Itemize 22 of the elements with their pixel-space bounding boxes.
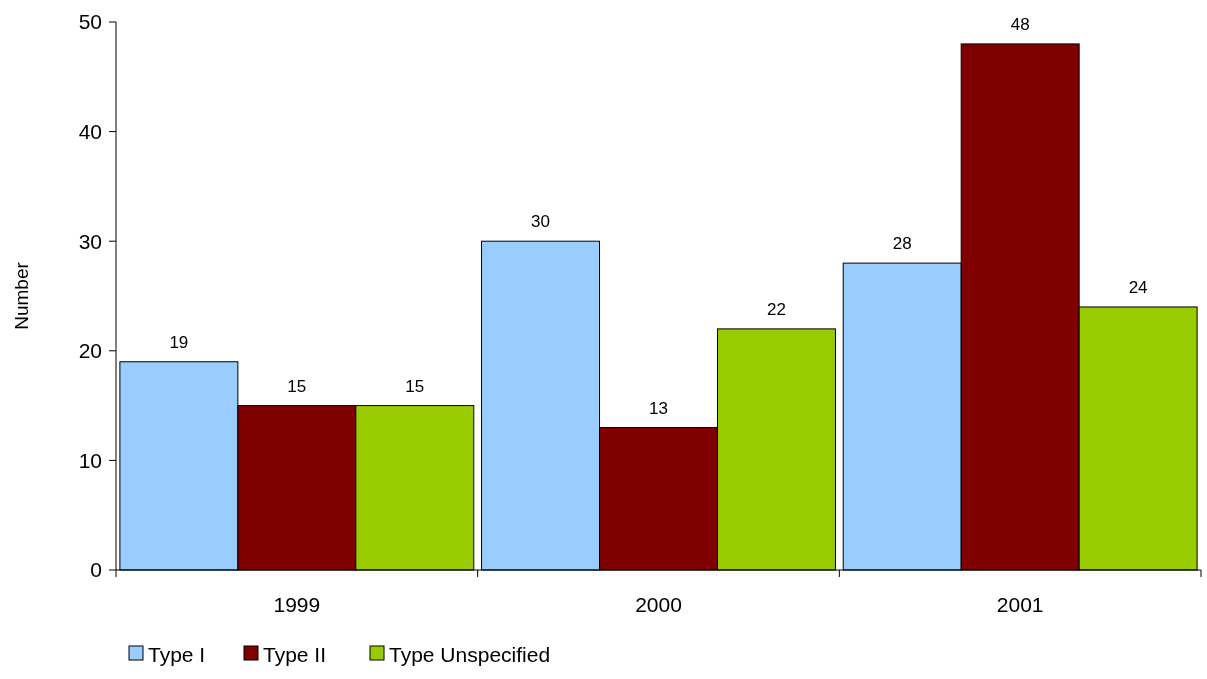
x-tick-label: 2001: [996, 593, 1044, 616]
y-tick-label: 30: [78, 229, 102, 253]
x-tick-label: 2000: [635, 593, 682, 616]
data-label: 48: [1010, 14, 1030, 34]
legend-label: Type II: [263, 643, 327, 666]
legend-label: Type I: [148, 643, 206, 666]
data-label: 22: [767, 299, 786, 319]
data-label: 19: [169, 332, 189, 352]
y-tick-label: 20: [78, 339, 102, 363]
data-label: 15: [405, 376, 425, 396]
y-tick-label: 40: [78, 119, 102, 143]
y-tick-label: 0: [90, 558, 102, 582]
y-tick-label: 50: [78, 10, 102, 34]
data-label: 28: [892, 234, 912, 254]
y-axis-title: Number: [11, 261, 32, 330]
x-tick-label: 1999: [273, 593, 321, 616]
data-label: 15: [287, 376, 307, 396]
data-label: 24: [1128, 277, 1148, 297]
legend-label: Type Unspecified: [389, 643, 551, 666]
data-label: 13: [649, 398, 668, 418]
data-label: 30: [531, 212, 550, 232]
y-tick-label: 10: [78, 448, 102, 472]
